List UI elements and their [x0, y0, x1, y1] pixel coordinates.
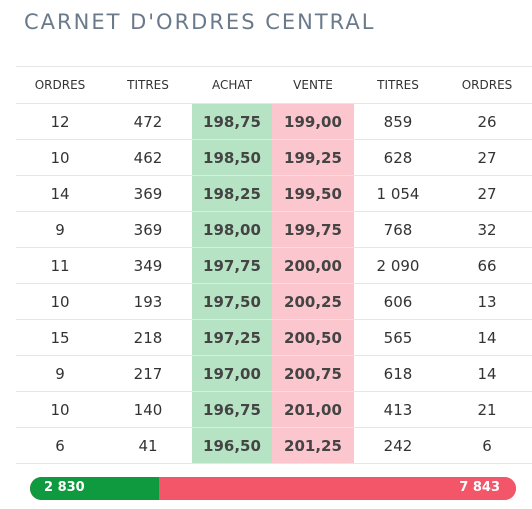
shares-sell-cell: 1 054 — [354, 175, 442, 212]
shares-buy-cell: 462 — [104, 139, 192, 176]
sell-price-cell: 199,50 — [272, 175, 354, 212]
table-row: 9 369 198,00 199,75 768 32 — [16, 211, 532, 248]
sell-price-cell: 199,00 — [272, 103, 354, 140]
orders-buy-cell: 15 — [16, 319, 104, 356]
orders-buy-cell: 10 — [16, 139, 104, 176]
table-row: 9 217 197,00 200,75 618 14 — [16, 355, 532, 392]
sell-price-cell: 199,75 — [272, 211, 354, 248]
shares-sell-cell: 618 — [354, 355, 442, 392]
shares-buy-cell: 472 — [104, 103, 192, 140]
volume-balance-bar: 2 830 7 843 — [30, 477, 516, 500]
shares-buy-cell: 369 — [104, 175, 192, 212]
orders-sell-cell: 66 — [442, 247, 532, 284]
column-header-shares-sell: TITRES — [354, 66, 442, 104]
table-row: 14 369 198,25 199,50 1 054 27 — [16, 175, 532, 212]
table-row: 11 349 197,75 200,00 2 090 66 — [16, 247, 532, 284]
table-row: 15 218 197,25 200,50 565 14 — [16, 319, 532, 356]
shares-sell-cell: 565 — [354, 319, 442, 356]
shares-sell-cell: 413 — [354, 391, 442, 428]
table-header-row: ORDRES TITRES ACHAT VENTE TITRES ORDRES — [16, 66, 532, 104]
buy-volume-segment — [30, 477, 159, 500]
column-header-orders-buy: ORDRES — [16, 66, 104, 104]
table-row: 10 462 198,50 199,25 628 27 — [16, 139, 532, 176]
sell-price-cell: 200,50 — [272, 319, 354, 356]
buy-price-cell: 197,50 — [192, 283, 272, 320]
table-row: 10 140 196,75 201,00 413 21 — [16, 391, 532, 428]
buy-price-cell: 197,00 — [192, 355, 272, 392]
shares-sell-cell: 768 — [354, 211, 442, 248]
sell-price-cell: 200,75 — [272, 355, 354, 392]
shares-sell-cell: 2 090 — [354, 247, 442, 284]
orders-sell-cell: 32 — [442, 211, 532, 248]
order-book-rows: 12 472 198,75 199,00 859 26 10 462 198,50 199,25 6… — [16, 103, 532, 464]
buy-price-cell: 198,75 — [192, 103, 272, 140]
orders-sell-cell: 13 — [442, 283, 532, 320]
orders-sell-cell: 14 — [442, 355, 532, 392]
shares-sell-cell: 859 — [354, 103, 442, 140]
orders-sell-cell: 26 — [442, 103, 532, 140]
sell-price-cell: 201,25 — [272, 427, 354, 464]
buy-price-cell: 196,50 — [192, 427, 272, 464]
buy-price-cell: 198,50 — [192, 139, 272, 176]
orders-sell-cell: 14 — [442, 319, 532, 356]
buy-price-cell: 197,25 — [192, 319, 272, 356]
shares-buy-cell: 41 — [104, 427, 192, 464]
shares-sell-cell: 606 — [354, 283, 442, 320]
sell-price-cell: 200,25 — [272, 283, 354, 320]
column-header-sell-price: VENTE — [272, 66, 354, 104]
shares-buy-cell: 217 — [104, 355, 192, 392]
buy-price-cell: 197,75 — [192, 247, 272, 284]
shares-sell-cell: 628 — [354, 139, 442, 176]
sell-price-cell: 200,00 — [272, 247, 354, 284]
orders-buy-cell: 10 — [16, 283, 104, 320]
column-header-buy-price: ACHAT — [192, 66, 272, 104]
sell-volume-segment — [158, 477, 516, 500]
orders-buy-cell: 11 — [16, 247, 104, 284]
orders-buy-cell: 9 — [16, 355, 104, 392]
orders-buy-cell: 6 — [16, 427, 104, 464]
table-row: 12 472 198,75 199,00 859 26 — [16, 103, 532, 140]
orders-buy-cell: 9 — [16, 211, 104, 248]
orders-sell-cell: 21 — [442, 391, 532, 428]
orders-buy-cell: 10 — [16, 391, 104, 428]
column-header-orders-sell: ORDRES — [442, 66, 532, 104]
column-header-shares-buy: TITRES — [104, 66, 192, 104]
buy-price-cell: 196,75 — [192, 391, 272, 428]
order-book-table: ORDRES TITRES ACHAT VENTE TITRES ORDRES … — [16, 66, 532, 464]
shares-buy-cell: 140 — [104, 391, 192, 428]
table-row: 10 193 197,50 200,25 606 13 — [16, 283, 532, 320]
orders-buy-cell: 12 — [16, 103, 104, 140]
sell-price-cell: 199,25 — [272, 139, 354, 176]
buy-price-cell: 198,00 — [192, 211, 272, 248]
orders-buy-cell: 14 — [16, 175, 104, 212]
shares-buy-cell: 349 — [104, 247, 192, 284]
buy-volume-total: 2 830 — [44, 480, 85, 495]
shares-buy-cell: 218 — [104, 319, 192, 356]
orders-sell-cell: 27 — [442, 139, 532, 176]
orders-sell-cell: 6 — [442, 427, 532, 464]
shares-buy-cell: 193 — [104, 283, 192, 320]
shares-sell-cell: 242 — [354, 427, 442, 464]
buy-price-cell: 198,25 — [192, 175, 272, 212]
shares-buy-cell: 369 — [104, 211, 192, 248]
sell-price-cell: 201,00 — [272, 391, 354, 428]
table-row: 6 41 196,50 201,25 242 6 — [16, 427, 532, 464]
sell-volume-total: 7 843 — [459, 480, 500, 495]
orders-sell-cell: 27 — [442, 175, 532, 212]
page-title: CARNET D'ORDRES CENTRAL — [24, 10, 376, 34]
